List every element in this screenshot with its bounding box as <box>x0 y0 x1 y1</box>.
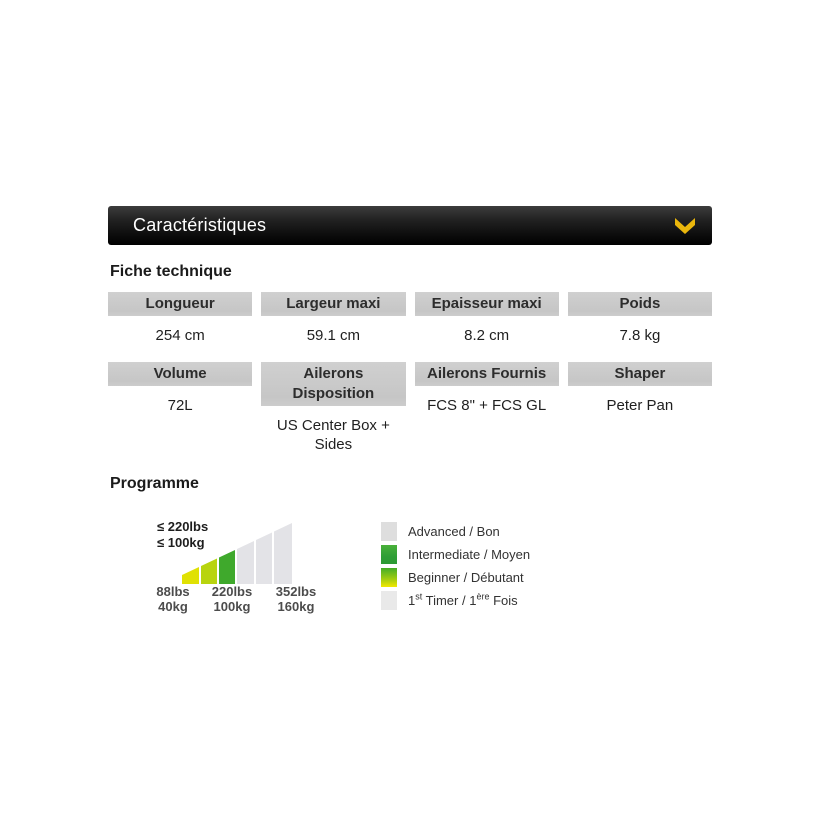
accordion-title: Caractéristiques <box>133 215 267 235</box>
legend-row-advanced: Advanced / Bon <box>381 522 530 541</box>
spec-cell-longueur: Longueur 254 cm <box>108 292 253 345</box>
spec-cell-largeur: Largeur maxi 59.1 cm <box>261 292 406 345</box>
chart-tick-88lbs: 88lbs 40kg <box>156 584 190 614</box>
spec-cell-ailerons-fournis: Ailerons Fournis FCS 8" + FCS GL <box>414 362 559 415</box>
legend-swatch-first-timer <box>381 591 397 610</box>
spec-value-volume: 72L <box>167 397 193 414</box>
legend-swatch-beginner <box>381 568 397 587</box>
legend-label-advanced: Advanced / Bon <box>408 524 500 539</box>
legend-label-intermediate: Intermediate / Moyen <box>408 547 531 562</box>
spec-cell-ailerons-disposition: Ailerons Disposition US Center Box + Sid… <box>261 362 406 454</box>
legend-label-first-timer: 1st Timer / 1ère Fois <box>408 591 518 608</box>
spec-value-ailerons-fournis: FCS 8" + FCS GL <box>427 397 547 414</box>
spec-value-epaisseur: 8.2 cm <box>464 327 510 344</box>
spec-header-largeur: Largeur maxi <box>261 292 406 316</box>
legend-row-first-timer: 1st Timer / 1ère Fois <box>381 591 530 610</box>
spec-cell-shaper: Shaper Peter Pan <box>567 362 712 415</box>
programme-heading: Programme <box>110 475 199 492</box>
spec-header-ailerons-fournis: Ailerons Fournis <box>414 362 559 386</box>
spec-header-longueur: Longueur <box>108 292 253 316</box>
spec-header-shaper: Shaper <box>567 362 712 386</box>
legend-label-beginner: Beginner / Débutant <box>408 570 524 585</box>
spec-value-ailerons-disposition: US Center Box + Sides <box>276 417 390 453</box>
characteristics-accordion-header[interactable]: Caractéristiques <box>108 206 712 245</box>
legend-swatch-intermediate <box>381 545 397 564</box>
spec-cell-poids: Poids 7.8 kg <box>567 292 712 345</box>
skill-legend: Advanced / Bon Intermediate / Moyen Begi… <box>381 522 530 614</box>
legend-row-intermediate: Intermediate / Moyen <box>381 545 530 564</box>
spec-header-volume: Volume <box>108 362 253 386</box>
spec-header-poids: Poids <box>567 292 712 316</box>
chevron-down-icon[interactable] <box>672 214 698 238</box>
spec-value-longueur: 254 cm <box>155 327 205 344</box>
weight-range-chart <box>182 523 292 584</box>
chart-max-weight-annotation: ≤ 220lbs ≤ 100kg <box>157 519 209 550</box>
spec-table: Longueur 254 cm Largeur maxi 59.1 cm Epa… <box>108 292 712 454</box>
spec-value-largeur: 59.1 cm <box>306 327 361 344</box>
fiche-technique-heading: Fiche technique <box>110 263 232 280</box>
spec-value-poids: 7.8 kg <box>619 327 661 344</box>
spec-header-ailerons-disposition: Ailerons Disposition <box>261 362 406 406</box>
spec-header-epaisseur: Epaisseur maxi <box>414 292 559 316</box>
chart-tick-220lbs: 220lbs 100kg <box>211 584 253 614</box>
spec-cell-epaisseur: Epaisseur maxi 8.2 cm <box>414 292 559 345</box>
spec-cell-volume: Volume 72L <box>108 362 253 415</box>
chart-tick-352lbs: 352lbs 160kg <box>275 584 317 614</box>
legend-swatch-advanced <box>381 522 397 541</box>
legend-row-beginner: Beginner / Débutant <box>381 568 530 587</box>
spec-value-shaper: Peter Pan <box>606 397 674 414</box>
